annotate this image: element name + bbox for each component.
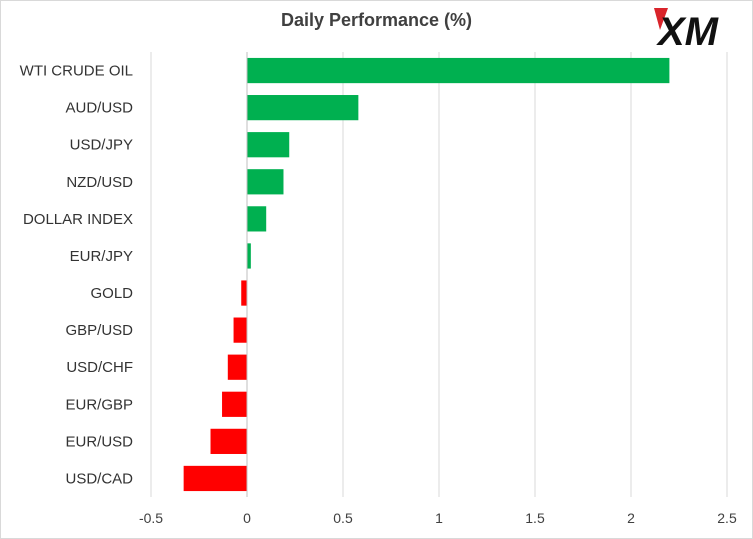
x-tick-label: 2 [627,510,635,526]
category-label: USD/CHF [66,359,133,376]
bar [222,391,247,417]
bar [247,169,284,195]
x-tick-label: 1 [435,510,443,526]
logo-text: XM [656,10,720,52]
x-tick-labels: -0.5 0 0.5 1 1.5 2 2.5 [139,510,737,526]
x-tick-label: 0 [243,510,251,526]
x-tick-label: 1.5 [525,510,545,526]
bars [183,57,670,492]
bar [233,317,247,343]
bar [247,206,267,232]
xm-logo: XM [654,8,720,52]
x-tick-label: -0.5 [139,510,163,526]
grid-lines [150,52,728,497]
bar [210,428,247,454]
bar [247,95,359,121]
category-labels: WTI CRUDE OIL AUD/USD USD/JPY NZD/USD DOLLAR… [20,63,134,488]
category-label: WTI CRUDE OIL [20,63,133,80]
bar [227,354,247,380]
category-label: EUR/USD [65,433,133,450]
category-label: DOLLAR INDEX [23,211,133,228]
bar [183,465,247,492]
x-tick-label: 2.5 [717,510,737,526]
category-label: GBP/USD [65,322,133,339]
category-label: EUR/JPY [70,248,133,265]
logo-accent-mark [654,8,668,30]
category-label: EUR/GBP [65,396,133,413]
bar [241,280,247,306]
chart-title: Daily Performance (%) [280,10,473,30]
bar [247,57,670,84]
category-label: GOLD [90,285,133,302]
bar [247,132,290,158]
category-label: AUD/USD [65,100,133,117]
bar [247,243,251,269]
category-label: USD/JPY [70,137,133,154]
x-tick-label: 0.5 [333,510,353,526]
category-label: NZD/USD [66,174,133,191]
category-label: USD/CAD [65,470,133,487]
